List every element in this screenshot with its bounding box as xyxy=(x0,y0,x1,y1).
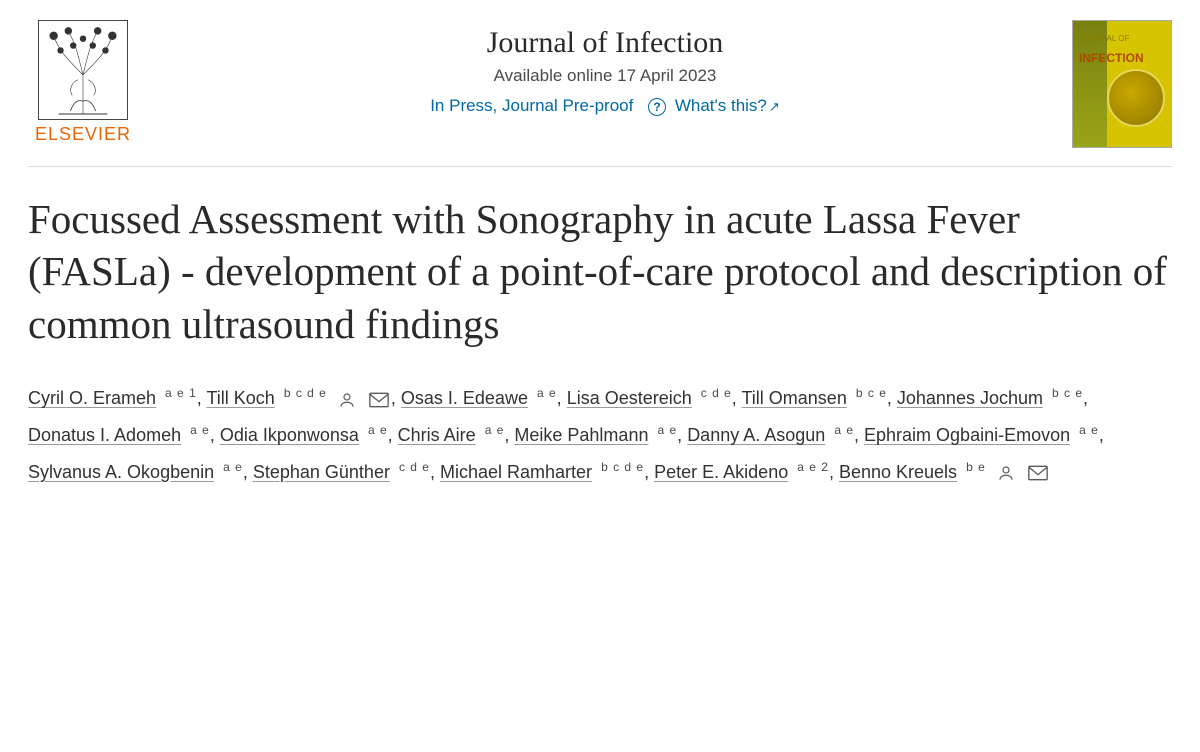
author[interactable]: Sylvanus A. Okogbenin a e xyxy=(28,462,243,482)
person-icon[interactable] xyxy=(338,391,356,409)
author-name[interactable]: Meike Pahlmann xyxy=(514,425,648,445)
publisher-name: ELSEVIER xyxy=(35,124,131,145)
author-name[interactable]: Till Omansen xyxy=(741,388,846,408)
author[interactable]: Lisa Oestereich c d e xyxy=(567,388,732,408)
mail-icon[interactable] xyxy=(369,392,389,408)
author[interactable]: Odia Ikponwonsa a e xyxy=(220,425,388,445)
author-name[interactable]: Donatus I. Adomeh xyxy=(28,425,181,445)
author-name[interactable]: Sylvanus A. Okogbenin xyxy=(28,462,214,482)
author-name[interactable]: Peter E. Akideno xyxy=(654,462,788,482)
publication-date: Available online 17 April 2023 xyxy=(138,66,1072,86)
author-name[interactable]: Till Koch xyxy=(206,388,274,408)
author-separator: , xyxy=(1083,388,1088,408)
author-affiliations[interactable]: a e xyxy=(223,460,243,474)
author-affiliations[interactable]: a e xyxy=(368,423,388,437)
author[interactable]: Danny A. Asogun a e xyxy=(687,425,854,445)
author-name[interactable]: Ephraim Ogbaini-Emovon xyxy=(864,425,1070,445)
author-affiliations[interactable]: a e xyxy=(834,423,854,437)
author-name[interactable]: Danny A. Asogun xyxy=(687,425,825,445)
author[interactable]: Peter E. Akideno a e 2 xyxy=(654,462,829,482)
author-affiliations[interactable]: a e xyxy=(657,423,677,437)
author-separator: , xyxy=(1099,425,1104,445)
journal-cover-thumbnail[interactable]: JOURNAL OF INFECTION xyxy=(1072,20,1172,148)
author[interactable]: Till Omansen b c e xyxy=(741,388,886,408)
author-affiliations[interactable]: a e xyxy=(1079,423,1099,437)
publisher-logo-block[interactable]: ELSEVIER xyxy=(28,20,138,145)
article-title: Focussed Assessment with Sonography in a… xyxy=(28,193,1172,350)
author-name[interactable]: Cyril O. Erameh xyxy=(28,388,156,408)
whats-this-label: What's this? xyxy=(675,96,767,115)
article-header: ELSEVIER Journal of Infection Available … xyxy=(28,20,1172,167)
author-affiliations[interactable]: a e 2 xyxy=(797,460,829,474)
author-separator: , xyxy=(430,462,440,482)
author-affiliations[interactable]: b c d e xyxy=(601,460,644,474)
author-affiliations[interactable]: c d e xyxy=(701,386,732,400)
cover-art xyxy=(1107,69,1165,127)
help-icon[interactable]: ? xyxy=(648,98,666,116)
press-line: In Press, Journal Pre-proof ? What's thi… xyxy=(138,96,1072,116)
author-separator: , xyxy=(557,388,567,408)
author-separator: , xyxy=(210,425,220,445)
author-affiliations[interactable]: c d e xyxy=(399,460,430,474)
author[interactable]: Till Koch b c d e xyxy=(206,388,390,408)
author-separator: , xyxy=(854,425,864,445)
author-affiliations[interactable]: b c e xyxy=(1052,386,1083,400)
author-name[interactable]: Michael Ramharter xyxy=(440,462,592,482)
author-name[interactable]: Osas I. Edeawe xyxy=(401,388,528,408)
whats-this-link[interactable]: What's this?↗ xyxy=(675,96,780,115)
author-separator: , xyxy=(243,462,253,482)
author-name[interactable]: Johannes Jochum xyxy=(897,388,1043,408)
author-separator: , xyxy=(391,388,401,408)
author[interactable]: Donatus I. Adomeh a e xyxy=(28,425,210,445)
author[interactable]: Benno Kreuels b e xyxy=(839,462,1050,482)
author[interactable]: Stephan Günther c d e xyxy=(253,462,430,482)
author-name[interactable]: Stephan Günther xyxy=(253,462,390,482)
author-list: Cyril O. Erameh a e 1, Till Koch b c d e… xyxy=(28,380,1172,491)
author-name[interactable]: Benno Kreuels xyxy=(839,462,957,482)
author-separator: , xyxy=(677,425,687,445)
author[interactable]: Osas I. Edeawe a e xyxy=(401,388,557,408)
author-affiliations[interactable]: a e xyxy=(537,386,557,400)
external-link-icon: ↗ xyxy=(769,99,780,114)
cover-small-label: JOURNAL OF xyxy=(1079,35,1129,44)
author[interactable]: Johannes Jochum b c e xyxy=(897,388,1083,408)
author-affiliations[interactable]: a e xyxy=(190,423,210,437)
author-name[interactable]: Odia Ikponwonsa xyxy=(220,425,359,445)
author-name[interactable]: Chris Aire xyxy=(398,425,476,445)
author[interactable]: Meike Pahlmann a e xyxy=(514,425,677,445)
author-name[interactable]: Lisa Oestereich xyxy=(567,388,692,408)
journal-name[interactable]: Journal of Infection xyxy=(138,26,1072,60)
cover-big-label: INFECTION xyxy=(1079,51,1144,65)
author-affiliations[interactable]: b c e xyxy=(856,386,887,400)
author-separator: , xyxy=(197,388,207,408)
author[interactable]: Ephraim Ogbaini-Emovon a e xyxy=(864,425,1099,445)
author-affiliations[interactable]: b e xyxy=(966,460,986,474)
author-separator: , xyxy=(887,388,897,408)
elsevier-tree-logo xyxy=(38,20,128,120)
author[interactable]: Michael Ramharter b c d e xyxy=(440,462,644,482)
press-status[interactable]: In Press, Journal Pre-proof xyxy=(430,96,633,115)
author[interactable]: Cyril O. Erameh a e 1 xyxy=(28,388,197,408)
author-separator: , xyxy=(388,425,398,445)
author-separator: , xyxy=(644,462,654,482)
author-affiliations[interactable]: b c d e xyxy=(284,386,327,400)
author-affiliations[interactable]: a e xyxy=(485,423,505,437)
journal-meta: Journal of Infection Available online 17… xyxy=(138,20,1072,116)
person-icon[interactable] xyxy=(997,464,1015,482)
author-separator: , xyxy=(504,425,514,445)
mail-icon[interactable] xyxy=(1028,465,1048,481)
author-separator: , xyxy=(829,462,839,482)
author-affiliations[interactable]: a e 1 xyxy=(165,386,197,400)
author[interactable]: Chris Aire a e xyxy=(398,425,505,445)
